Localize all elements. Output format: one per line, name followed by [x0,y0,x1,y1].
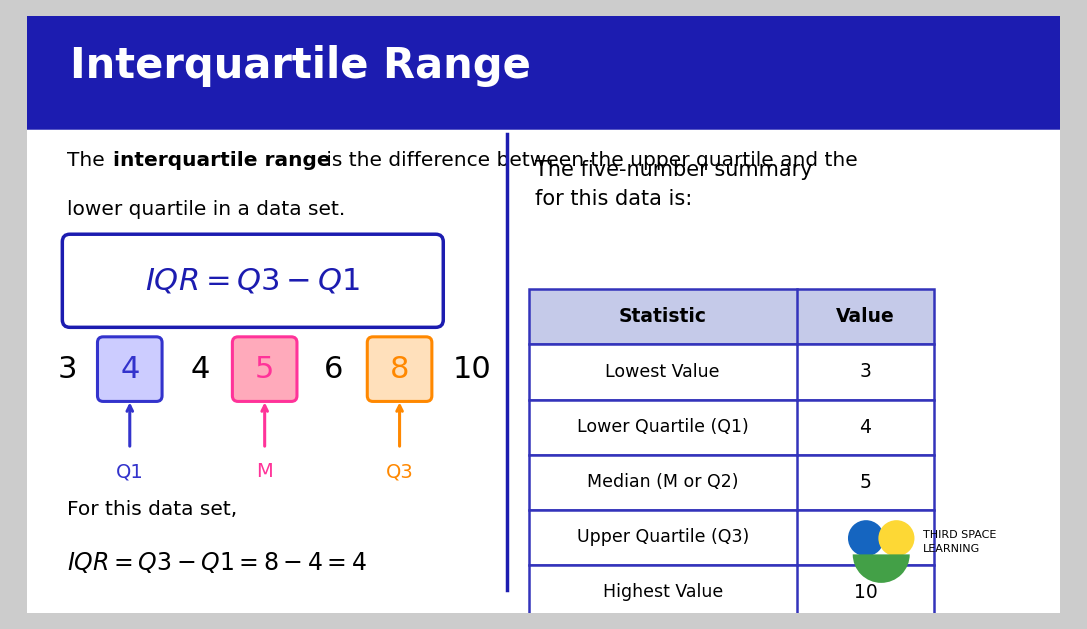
FancyBboxPatch shape [62,234,443,327]
Circle shape [878,520,914,556]
Wedge shape [852,554,910,583]
Text: Lowest Value: Lowest Value [605,363,720,381]
FancyBboxPatch shape [233,337,297,401]
Text: 5: 5 [860,472,872,492]
Text: Lower Quartile (Q1): Lower Quartile (Q1) [577,418,749,436]
Text: 3: 3 [860,362,872,381]
Text: 5: 5 [255,355,274,384]
Text: $IQR = Q3 - Q1 = 8 - 4 = 4$: $IQR = Q3 - Q1 = 8 - 4 = 4$ [67,550,367,575]
Bar [528,509,935,565]
Text: 4: 4 [860,418,872,437]
Text: The: The [67,150,111,170]
Bar [528,289,935,345]
Text: THIRD SPACE
LEARNING: THIRD SPACE LEARNING [923,530,997,554]
FancyBboxPatch shape [13,1,1074,628]
Bar [528,399,935,455]
Bar [528,455,935,509]
FancyBboxPatch shape [98,337,162,401]
Text: 8: 8 [860,528,872,547]
Text: 10: 10 [452,355,491,384]
Circle shape [848,520,884,556]
Text: 4: 4 [190,355,210,384]
Text: 6: 6 [324,355,342,384]
Text: The five-number summary
for this data is:: The five-number summary for this data is… [536,160,813,209]
Text: For this data set,: For this data set, [67,500,237,519]
Text: Value: Value [836,308,895,326]
Text: is the difference between the upper quartile and the: is the difference between the upper quar… [320,150,858,170]
Text: 8: 8 [390,355,410,384]
Text: Q1: Q1 [116,462,143,481]
Text: lower quartile in a data set.: lower quartile in a data set. [67,200,346,219]
Text: Q3: Q3 [386,462,413,481]
Text: Highest Value: Highest Value [602,583,723,601]
Text: M: M [257,462,273,481]
Text: Interquartile Range: Interquartile Range [70,45,530,87]
Text: $IQR = Q3 - Q1$: $IQR = Q3 - Q1$ [146,266,360,295]
Bar [27,65,1060,116]
FancyBboxPatch shape [13,1,1074,130]
Text: 4: 4 [120,355,139,384]
Text: Median (M or Q2): Median (M or Q2) [587,473,738,491]
Text: interquartile range: interquartile range [113,150,330,170]
Text: Statistic: Statistic [619,308,707,326]
Text: 10: 10 [853,583,877,602]
Bar [528,565,935,620]
Bar [528,345,935,399]
Text: 3: 3 [58,355,77,384]
FancyBboxPatch shape [367,337,432,401]
Text: Upper Quartile (Q3): Upper Quartile (Q3) [576,528,749,546]
